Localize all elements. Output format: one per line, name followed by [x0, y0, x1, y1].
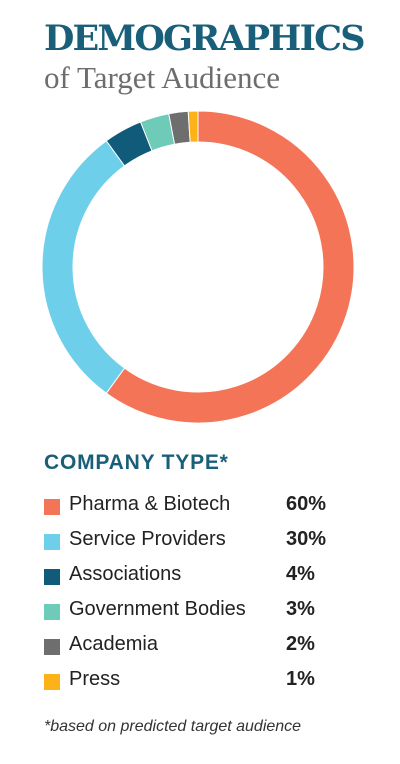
legend-value: 60%: [286, 493, 327, 515]
donut-slice-pharma-biotech: [105, 110, 355, 424]
legend-item-associations: Associations 4%: [44, 560, 364, 595]
chart-subtitle: of Target Audience: [44, 60, 280, 95]
legend-label: Government Bodies: [69, 598, 246, 620]
legend-swatch: [44, 499, 60, 515]
legend-swatch: [44, 534, 60, 550]
legend: Pharma & Biotech 60% Service Providers 3…: [44, 490, 364, 700]
legend-value: 30%: [286, 528, 327, 550]
donut-chart: [41, 110, 355, 424]
legend-swatch: [44, 604, 60, 620]
donut-slice-service-providers: [41, 140, 126, 394]
legend-value: 3%: [286, 598, 315, 620]
legend-swatch: [44, 639, 60, 655]
legend-item-press: Press 1%: [44, 665, 364, 700]
legend-title: COMPANY TYPE*: [44, 451, 229, 474]
legend-label: Service Providers: [69, 528, 226, 550]
legend-label: Pharma & Biotech: [69, 493, 231, 515]
legend-item-government-bodies: Government Bodies 3%: [44, 595, 364, 630]
legend-item-pharma-biotech: Pharma & Biotech 60%: [44, 490, 364, 525]
legend-swatch: [44, 674, 60, 690]
legend-item-service-providers: Service Providers 30%: [44, 525, 364, 560]
footnote: *based on predicted target audience: [44, 718, 302, 735]
legend-swatch: [44, 569, 60, 585]
legend-label: Academia: [69, 633, 158, 655]
chart-title: DEMOGRAPHICS: [44, 18, 365, 59]
legend-value: 1%: [286, 668, 315, 690]
legend-label: Associations: [69, 563, 182, 585]
donut-slice-press: [187, 110, 199, 143]
legend-value: 2%: [286, 633, 315, 655]
legend-value: 4%: [286, 563, 315, 585]
legend-label: Press: [69, 668, 121, 690]
legend-item-academia: Academia 2%: [44, 630, 364, 665]
